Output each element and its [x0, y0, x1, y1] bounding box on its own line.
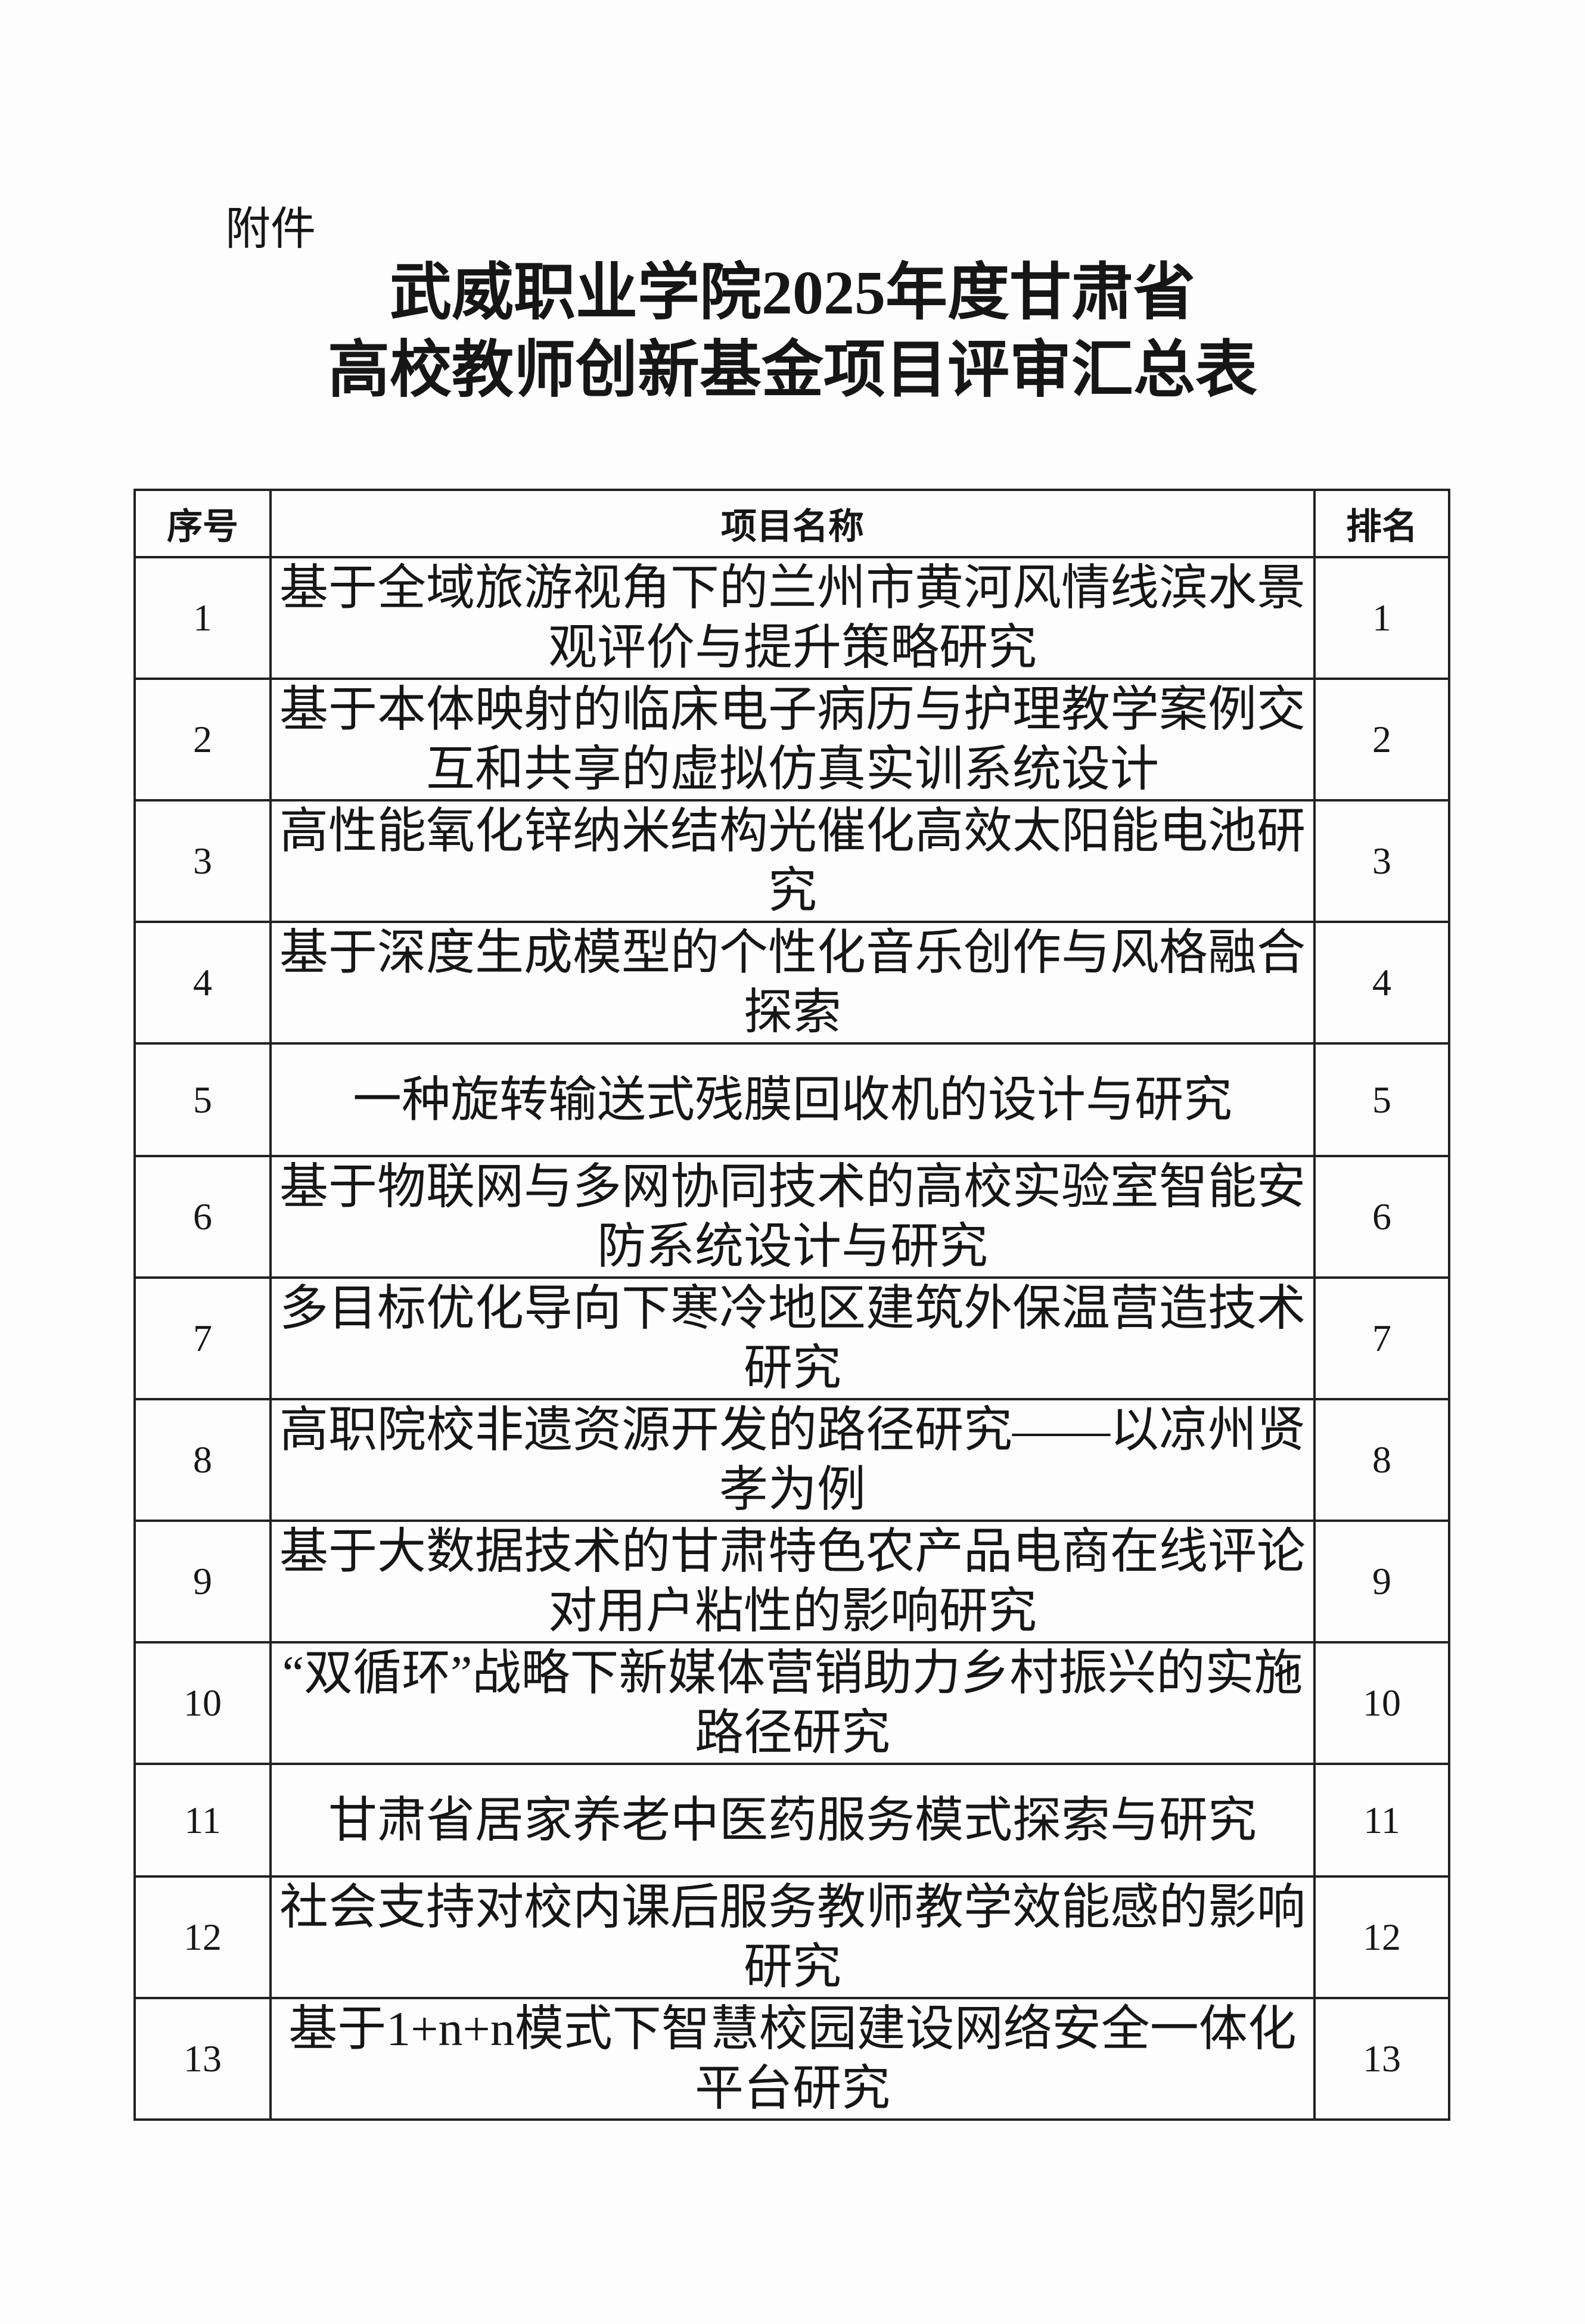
project-name-cell: 基于本体映射的临床电子病历与护理教学案例交互和共享的虚拟仿真实训系统设计 — [269, 678, 1316, 801]
rank-cell: 2 — [1313, 678, 1450, 801]
serial-number-cell: 5 — [133, 1042, 272, 1157]
attachment-label: 附件 — [225, 204, 316, 254]
table-row: 11 甘肃省居家养老中医药服务模式探索与研究 11 — [133, 1763, 1450, 1878]
rank-cell: 4 — [1313, 921, 1450, 1045]
header-serial-number: 序号 — [133, 489, 272, 558]
document-title-line-1: 武威职业学院2025年度甘肃省 — [389, 259, 1195, 327]
rank-cell: 8 — [1313, 1398, 1450, 1522]
table-row: 9 基于大数据技术的甘肃特色农产品电商在线评论对用户粘性的影响研究 9 — [133, 1520, 1450, 1643]
project-name-cell: 基于大数据技术的甘肃特色农产品电商在线评论对用户粘性的影响研究 — [269, 1520, 1316, 1643]
rank-cell: 9 — [1313, 1520, 1450, 1643]
header-project-name: 项目名称 — [269, 489, 1316, 558]
table-row: 1 基于全域旅游视角下的兰州市黄河风情线滨水景观评价与提升策略研究 1 — [133, 556, 1450, 680]
serial-number-cell: 9 — [133, 1520, 272, 1643]
rank-cell: 1 — [1313, 556, 1450, 680]
rank-cell: 13 — [1313, 1997, 1450, 2121]
serial-number-cell: 8 — [133, 1398, 272, 1522]
serial-number-cell: 6 — [133, 1155, 272, 1279]
project-name-cell: 高职院校非遗资源开发的路径研究——以凉州贤孝为例 — [269, 1398, 1316, 1522]
rank-cell: 6 — [1313, 1155, 1450, 1279]
header-rank: 排名 — [1313, 489, 1450, 558]
table-row: 12 社会支持对校内课后服务教师教学效能感的影响研究 12 — [133, 1875, 1450, 1999]
project-name-cell: 多目标优化导向下寒冷地区建筑外保温营造技术研究 — [269, 1276, 1316, 1400]
project-name-cell: 高性能氧化锌纳米结构光催化高效太阳能电池研究 — [269, 799, 1316, 923]
project-name-cell: 社会支持对校内课后服务教师教学效能感的影响研究 — [269, 1875, 1316, 1999]
rank-cell: 3 — [1313, 799, 1450, 923]
rank-cell: 12 — [1313, 1875, 1450, 1999]
serial-number-cell: 7 — [133, 1276, 272, 1400]
project-name-cell: 甘肃省居家养老中医药服务模式探索与研究 — [269, 1763, 1316, 1878]
table-row: 6 基于物联网与多网协同技术的高校实验室智能安防系统设计与研究 6 — [133, 1155, 1450, 1279]
table-row: 10 “双循环”战略下新媒体营销助力乡村振兴的实施路径研究 10 — [133, 1641, 1450, 1765]
document-title-line-2: 高校教师创新基金项目评审汇总表 — [327, 336, 1257, 405]
rank-cell: 11 — [1313, 1763, 1450, 1878]
serial-number-cell: 13 — [133, 1997, 272, 2121]
project-name-cell: 一种旋转输送式残膜回收机的设计与研究 — [269, 1042, 1316, 1157]
serial-number-cell: 2 — [133, 678, 272, 801]
table-row: 4 基于深度生成模型的个性化音乐创作与风格融合探索 4 — [133, 921, 1450, 1045]
table-row: 8 高职院校非遗资源开发的路径研究——以凉州贤孝为例 8 — [133, 1398, 1450, 1522]
table-row: 7 多目标优化导向下寒冷地区建筑外保温营造技术研究 7 — [133, 1276, 1450, 1400]
project-name-cell: 基于1+n+n模式下智慧校园建设网络安全一体化平台研究 — [269, 1997, 1316, 2121]
project-name-cell: 基于全域旅游视角下的兰州市黄河风情线滨水景观评价与提升策略研究 — [269, 556, 1316, 680]
rank-cell: 5 — [1313, 1042, 1450, 1157]
table-row: 5 一种旋转输送式残膜回收机的设计与研究 5 — [133, 1042, 1450, 1157]
serial-number-cell: 3 — [133, 799, 272, 923]
table-row: 3 高性能氧化锌纳米结构光催化高效太阳能电池研究 3 — [133, 799, 1450, 923]
table-row: 2 基于本体映射的临床电子病历与护理教学案例交互和共享的虚拟仿真实训系统设计 2 — [133, 678, 1450, 801]
serial-number-cell: 1 — [133, 556, 272, 680]
table-header-row: 序号 项目名称 排名 — [133, 489, 1450, 558]
serial-number-cell: 12 — [133, 1875, 272, 1999]
table-row: 13 基于1+n+n模式下智慧校园建设网络安全一体化平台研究 13 — [133, 1997, 1450, 2121]
rank-cell: 7 — [1313, 1276, 1450, 1400]
rank-cell: 10 — [1313, 1641, 1450, 1765]
serial-number-cell: 10 — [133, 1641, 272, 1765]
serial-number-cell: 11 — [133, 1763, 272, 1878]
project-name-cell: “双循环”战略下新媒体营销助力乡村振兴的实施路径研究 — [269, 1641, 1316, 1765]
review-summary-table: 序号 项目名称 排名 1 基于全域旅游视角下的兰州市黄河风情线滨水景观评价与提升策… — [133, 489, 1450, 2121]
project-name-cell: 基于深度生成模型的个性化音乐创作与风格融合探索 — [269, 921, 1316, 1045]
serial-number-cell: 4 — [133, 921, 272, 1045]
project-name-cell: 基于物联网与多网协同技术的高校实验室智能安防系统设计与研究 — [269, 1155, 1316, 1279]
